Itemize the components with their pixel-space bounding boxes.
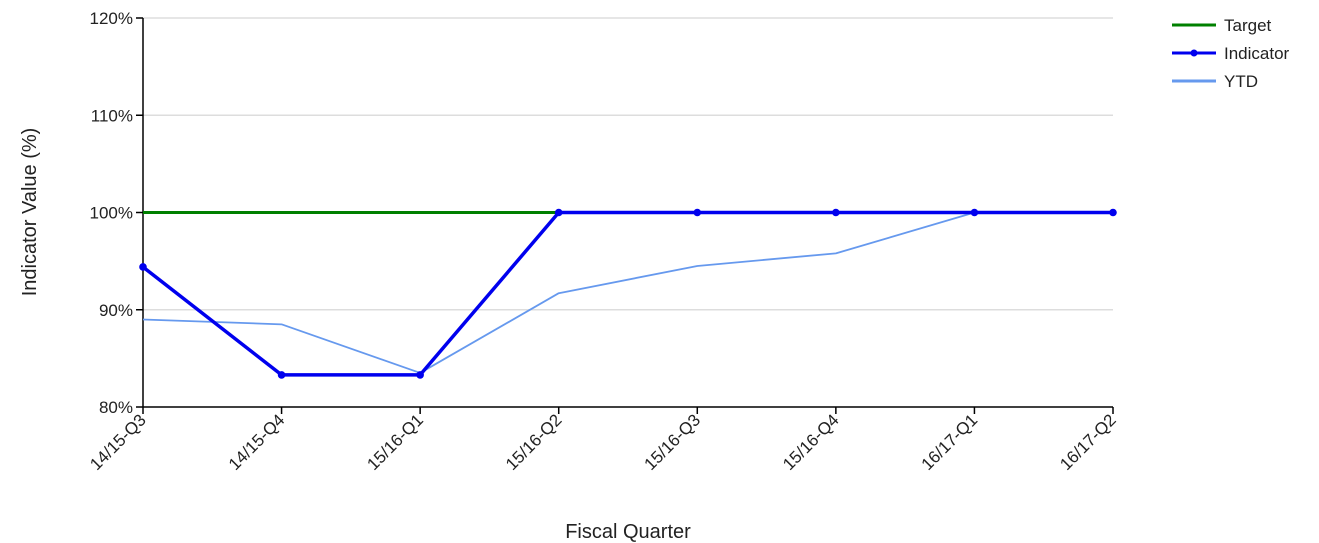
y-tick-label: 120%	[90, 9, 133, 28]
x-tick-label: 16/17-Q2	[1056, 410, 1120, 474]
y-tick-label: 100%	[90, 204, 133, 223]
x-tick-label: 15/16-Q2	[502, 410, 566, 474]
y-tick-label: 90%	[99, 301, 133, 320]
legend-label: Target	[1224, 16, 1272, 35]
series	[139, 208, 1117, 379]
gridlines	[143, 17, 1113, 311]
x-ticks: 14/15-Q3 14/15-Q4 15/16-Q1 15/16-Q2 15/16-Q3…	[86, 407, 1120, 474]
x-tick-label: 14/15-Q4	[225, 410, 289, 474]
x-axis-title: Fiscal Quarter	[565, 521, 691, 543]
x-tick-label: 15/16-Q1	[363, 410, 427, 474]
legend: Target Indicator YTD	[1172, 16, 1290, 91]
legend-marker	[1190, 49, 1198, 57]
data-point	[970, 208, 979, 217]
legend-label: Indicator	[1224, 44, 1290, 63]
data-point	[416, 371, 424, 379]
y-tick-label: 110%	[91, 106, 133, 125]
data-point	[1109, 208, 1117, 217]
x-tick-label: 16/17-Q1	[918, 410, 982, 474]
legend-label: YTD	[1224, 72, 1258, 91]
x-tick-label: 14/15-Q3	[86, 410, 150, 474]
x-tick-label: 15/16-Q4	[779, 410, 843, 474]
y-axis-title: Indicator Value (%)	[19, 128, 41, 297]
x-tick-label: 15/16-Q3	[641, 410, 705, 474]
data-point	[139, 263, 147, 271]
data-point	[554, 208, 563, 217]
y-tick-label: 80%	[99, 398, 133, 417]
series-line-ytd	[142, 211, 1113, 374]
data-point	[693, 208, 702, 217]
series-line-indicator	[141, 210, 1113, 377]
data-point	[832, 208, 840, 217]
data-point	[277, 371, 286, 379]
y-ticks: 80% 90% 100% 110% 120%	[90, 9, 143, 417]
